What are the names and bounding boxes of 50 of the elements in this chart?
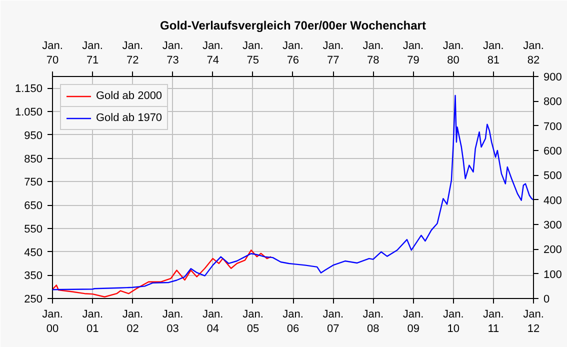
x-tick-label: Jan. 70 — [42, 40, 63, 66]
x-tick-label: Jan. 11 — [483, 308, 504, 335]
y-tick-label: 400 — [544, 194, 562, 207]
y-tick-label: 850 — [24, 153, 43, 166]
x-tick-label: Jan. 10 — [442, 308, 464, 335]
y-tick-label: 200 — [544, 244, 562, 256]
x-tick-label: Jan. 08 — [362, 308, 384, 335]
y-tick-label: 350 — [24, 270, 43, 282]
y-tick-label: 450 — [24, 246, 43, 259]
y-tick-label: 0 — [544, 294, 550, 306]
x-tick-label: Jan. 73 — [162, 40, 184, 66]
y-tick-label: 900 — [544, 72, 562, 84]
legend-label: Gold ab 1970 — [96, 112, 162, 124]
x-tick-label: Jan. 09 — [402, 308, 424, 335]
x-tick-label: Jan. 04 — [202, 308, 224, 335]
x-tick-label: Jan. 06 — [282, 308, 304, 335]
y-tick-label: 250 — [24, 294, 43, 306]
x-tick-label: Jan. 72 — [122, 40, 144, 66]
x-tick-label: Jan. 75 — [242, 40, 264, 66]
y-tick-label: 550 — [24, 223, 43, 236]
y-tick-label: 1.050 — [14, 106, 43, 119]
y-tick-label: 950 — [24, 130, 43, 142]
line-series — [52, 250, 272, 298]
x-tick-label: Jan. 78 — [362, 40, 384, 66]
chart-title: Gold-Verlaufsvergleich 70er/00er Wochenchart — [160, 18, 426, 32]
y-tick-label: 1.150 — [14, 83, 43, 96]
y-tick-label: 650 — [24, 200, 43, 212]
x-tick-label: Jan. 02 — [122, 308, 144, 335]
y-tick-label: 800 — [544, 96, 562, 108]
y-tick-label: 700 — [544, 120, 562, 133]
x-tick-label: Jan. 07 — [322, 308, 344, 335]
x-tick-label: Jan. 76 — [282, 40, 304, 66]
y-tick-label: 300 — [544, 220, 562, 232]
y-tick-label: 750 — [24, 176, 43, 189]
y-tick-label: 500 — [544, 170, 562, 182]
x-tick-label: Jan. 77 — [322, 40, 344, 66]
y-tick-label: 100 — [544, 268, 562, 281]
legend-label: Gold ab 2000 — [96, 90, 162, 102]
x-tick-label: Jan. 82 — [523, 40, 544, 66]
x-tick-label: Jan. 71 — [82, 40, 103, 66]
x-tick-label: Jan. 81 — [483, 40, 504, 66]
x-tick-label: Jan. 03 — [162, 308, 184, 335]
x-tick-label: Jan. 00 — [42, 308, 63, 335]
x-tick-label: Jan. 05 — [242, 308, 264, 335]
x-tick-label: Jan. 80 — [442, 40, 464, 66]
x-tick-label: Jan. 12 — [523, 308, 544, 335]
x-tick-label: Jan. 01 — [82, 308, 104, 335]
x-tick-label: Jan. 74 — [202, 40, 224, 66]
y-tick-label: 600 — [544, 146, 562, 158]
x-tick-label: Jan. 79 — [402, 40, 424, 66]
